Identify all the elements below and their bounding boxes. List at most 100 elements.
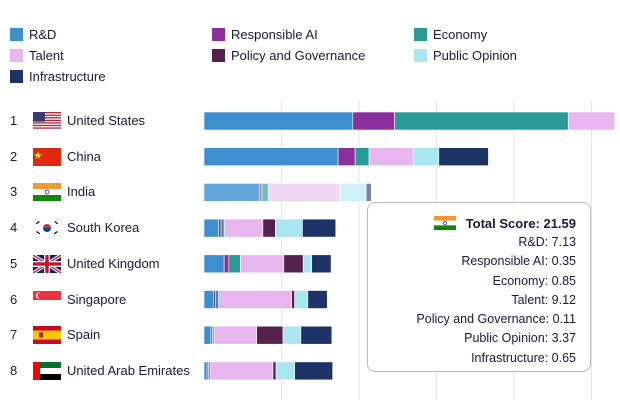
bar-segment-ae-talent[interactable] xyxy=(209,361,274,381)
bar-segment-gb-economy[interactable] xyxy=(228,254,241,274)
tooltip-line-policy: Policy and Governance: 0.11 xyxy=(416,312,576,327)
bar-segment-gb-responsible-ai[interactable] xyxy=(223,254,230,274)
legend-swatch xyxy=(10,48,23,62)
bar-segment-sg-infrastructure[interactable] xyxy=(307,290,328,309)
india-flag-icon xyxy=(433,216,456,230)
bar-segment-kr-responsible-ai[interactable] xyxy=(218,218,222,238)
row-rank: 4 xyxy=(10,220,18,236)
bar-segment-in-responsible-ai[interactable] xyxy=(258,183,263,202)
legend-label: Economy xyxy=(433,26,488,42)
legend-item-responsible-ai[interactable]: Responsible AI xyxy=(212,25,318,43)
flag-in-icon xyxy=(33,183,61,202)
tooltip-header: Total Score: 21.59 xyxy=(382,213,576,233)
row-rank: 1 xyxy=(10,113,18,128)
bar-segment-cn-public-opinion[interactable] xyxy=(412,147,440,166)
bar-segment-ae-infrastructure[interactable] xyxy=(294,361,333,381)
legend-label: Infrastructure xyxy=(29,68,106,84)
bar-segment-sg-talent[interactable] xyxy=(218,290,292,309)
country-name[interactable]: South Korea xyxy=(67,220,140,236)
tooltip-line-economy: Economy: 0.85 xyxy=(492,273,576,288)
bar-segment-ae-public-opinion[interactable] xyxy=(275,361,295,381)
country-name[interactable]: United Arab Emirates xyxy=(67,362,190,378)
bar-segment-kr-talent[interactable] xyxy=(223,218,264,238)
bar-segment-cn-rd[interactable] xyxy=(203,147,339,166)
bar-segment-kr-public-opinion[interactable] xyxy=(274,218,303,238)
bar-segment-kr-economy[interactable] xyxy=(220,218,225,238)
bar-segment-us-responsible-ai[interactable] xyxy=(352,111,395,131)
bar-segment-es-rd[interactable] xyxy=(203,325,212,345)
bar-segment-in-infrastructure[interactable] xyxy=(365,183,372,202)
bar-segment-gb-public-opinion[interactable] xyxy=(302,254,313,274)
bar-segment-ae-rd[interactable] xyxy=(203,361,208,381)
legend-item-infrastructure[interactable]: Infrastructure xyxy=(10,67,106,85)
legend-label: Responsible AI xyxy=(231,26,318,42)
bar-segment-in-economy[interactable] xyxy=(261,183,269,202)
row-rank: 8 xyxy=(10,362,18,378)
tooltip-line-responsible-ai: Responsible AI: 0.35 xyxy=(461,254,576,269)
country-name[interactable]: India xyxy=(67,184,96,200)
bar-segment-cn-infrastructure[interactable] xyxy=(438,147,489,166)
bar-segment-in-public-opinion[interactable] xyxy=(339,183,367,202)
legend-swatch xyxy=(414,27,427,41)
tooltip-line-talent: Talent: 9.12 xyxy=(511,292,576,307)
legend-swatch xyxy=(212,48,225,62)
chart-legend: R&D Responsible AI Economy Talent Policy and… xyxy=(0,0,620,90)
flag-kr-icon xyxy=(32,218,62,238)
flag-es-icon xyxy=(33,326,61,345)
legend-label: Public Opinion xyxy=(433,47,517,63)
legend-swatch xyxy=(10,27,23,41)
legend-item-rd[interactable]: R&D xyxy=(10,25,56,43)
legend-item-talent[interactable]: Talent xyxy=(10,46,64,64)
country-name[interactable]: United Kingdom xyxy=(67,255,160,271)
bar-segment-sg-policy[interactable] xyxy=(291,290,295,309)
legend-label: Policy and Governance xyxy=(231,47,366,63)
row-rank: 2 xyxy=(10,148,18,164)
score-tooltip: Total Score: 21.59 R&D: 7.13 Responsible… xyxy=(367,202,591,372)
bar-segment-gb-policy[interactable] xyxy=(283,254,304,274)
bar-segment-sg-rd[interactable] xyxy=(203,290,214,309)
bar-segment-cn-responsible-ai[interactable] xyxy=(337,147,356,166)
row-rank: 6 xyxy=(10,291,18,307)
bar-segment-es-talent[interactable] xyxy=(213,325,257,345)
row-rank: 7 xyxy=(10,327,18,343)
bar-segment-kr-rd[interactable] xyxy=(203,218,220,238)
bar-segment-ae-policy[interactable] xyxy=(272,361,277,381)
bar-segment-sg-public-opinion[interactable] xyxy=(294,290,309,309)
bar-segment-us-rd[interactable] xyxy=(203,111,354,131)
bar-segment-in-talent[interactable] xyxy=(268,183,340,202)
country-name[interactable]: Spain xyxy=(67,327,101,343)
legend-item-economy[interactable]: Economy xyxy=(414,25,487,43)
bar-segment-es-policy[interactable] xyxy=(256,325,284,345)
bar-segment-cn-talent[interactable] xyxy=(368,147,414,166)
bar-segment-in-rd[interactable] xyxy=(203,183,260,202)
bar-segment-gb-talent[interactable] xyxy=(240,254,285,274)
bar-segment-sg-responsible-ai[interactable] xyxy=(213,290,216,309)
legend-label: Talent xyxy=(29,47,64,63)
legend-item-policy[interactable]: Policy and Governance xyxy=(212,46,365,64)
flag-us-icon xyxy=(33,112,61,130)
bar-segment-us-talent[interactable] xyxy=(567,111,616,131)
bar-segment-cn-economy[interactable] xyxy=(354,147,370,166)
tooltip-line-infrastructure: Infrastructure: 0.65 xyxy=(471,350,576,365)
bar-segment-sg-economy[interactable] xyxy=(215,290,220,309)
row-rank: 5 xyxy=(10,255,18,271)
legend-swatch xyxy=(10,69,23,83)
legend-label: R&D xyxy=(29,26,57,42)
legend-item-public-opinion[interactable]: Public Opinion xyxy=(414,46,517,64)
tooltip-line-rd: R&D: 7.13 xyxy=(518,235,576,249)
bar-segment-gb-infrastructure[interactable] xyxy=(311,254,332,274)
bar-segment-kr-policy[interactable] xyxy=(262,218,276,238)
flag-cn-icon xyxy=(33,147,61,166)
flag-ae-icon xyxy=(33,361,61,380)
country-name[interactable]: Singapore xyxy=(67,291,127,307)
bar-segment-kr-infrastructure[interactable] xyxy=(302,218,337,238)
bar-segment-es-public-opinion[interactable] xyxy=(282,325,302,345)
country-name[interactable]: United States xyxy=(67,113,146,128)
row-rank: 3 xyxy=(10,184,18,200)
bar-segment-gb-rd[interactable] xyxy=(203,254,225,274)
bar-segment-us-economy[interactable] xyxy=(394,111,569,131)
flag-gb-icon xyxy=(32,253,62,275)
bar-segment-es-infrastructure[interactable] xyxy=(300,325,333,345)
country-name[interactable]: China xyxy=(67,148,101,164)
